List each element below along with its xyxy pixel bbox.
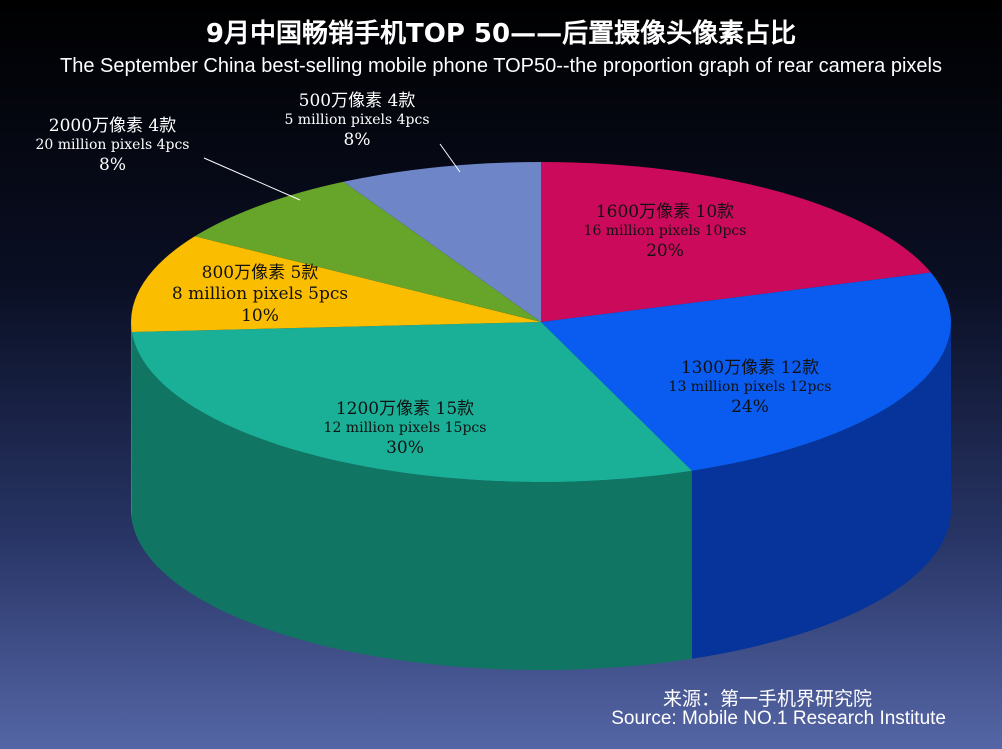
leader-line-2000	[203, 157, 301, 201]
data-label-1200: 1200万像素 15款 12 million pixels 15pcs 30%	[323, 399, 487, 458]
leader-line-500	[439, 143, 461, 173]
slice-s800	[131, 236, 541, 333]
slice-s1200	[131, 322, 692, 482]
slice-side-s1300	[691, 322, 951, 659]
chart-title: 9月中国畅销手机TOP 50——后置摄像头像素占比	[205, 19, 797, 49]
data-label-500: 500万像素 4款 5 million pixels 4pcs 8%	[284, 91, 430, 150]
source-en: Source: Mobile NO.1 Research Institute	[611, 708, 946, 729]
slice-s500	[343, 162, 541, 322]
slice-side-s800	[131, 322, 132, 521]
slice-side-s1200	[131, 332, 692, 670]
slice-s1600	[541, 162, 931, 322]
slice-s2000	[194, 181, 541, 322]
data-label-800: 800万像素 5款 8 million pixels 5pcs 10%	[171, 263, 349, 326]
slice-s1300	[541, 272, 951, 471]
chart-subtitle: The September China best-selling mobile …	[60, 55, 942, 77]
source-cn: 来源：第一手机界研究院	[662, 688, 872, 710]
data-label-2000: 2000万像素 4款 20 million pixels 4pcs 8%	[35, 116, 190, 175]
data-label-1300: 1300万像素 12款 13 million pixels 12pcs 24%	[668, 358, 832, 417]
data-label-1600: 1600万像素 10款 16 million pixels 10pcs 20%	[583, 202, 747, 261]
